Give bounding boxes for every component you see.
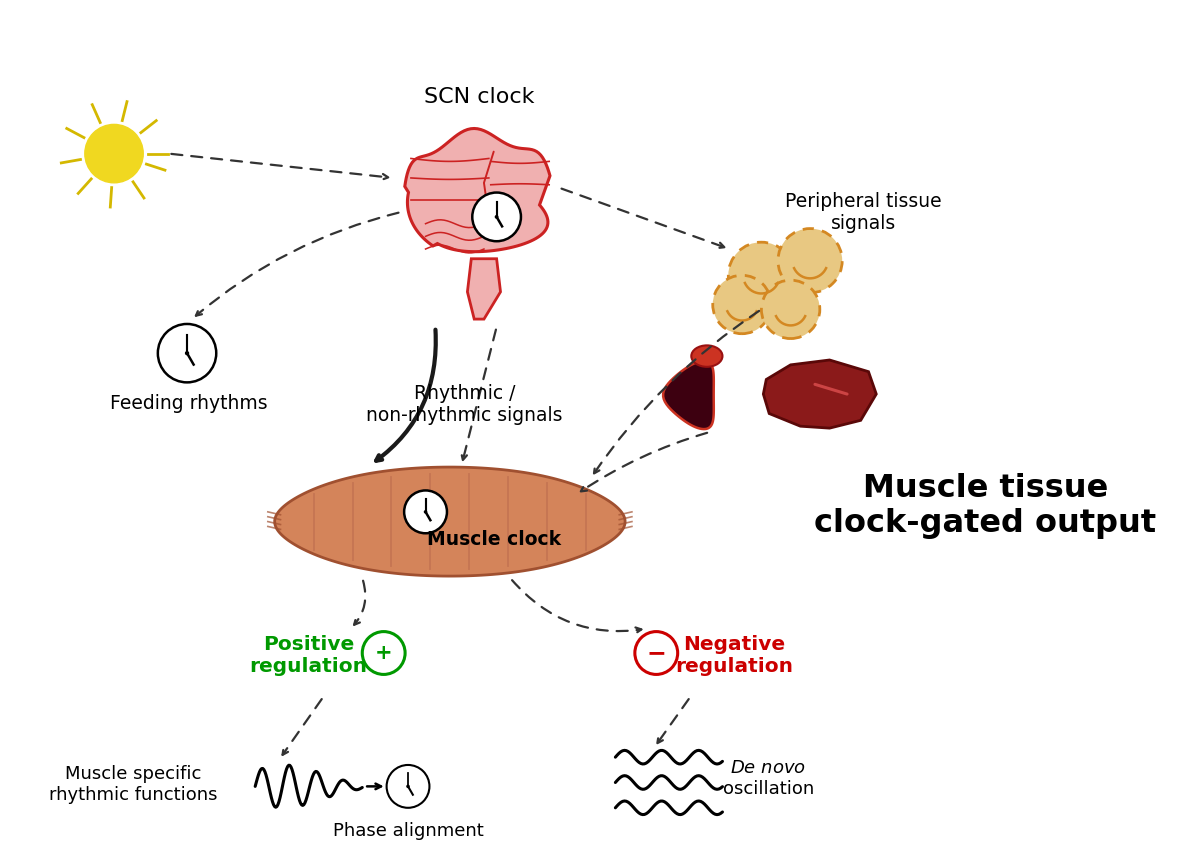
Circle shape — [496, 216, 498, 218]
Circle shape — [158, 324, 216, 383]
Text: Rhythmic /
non-rhythmic signals: Rhythmic / non-rhythmic signals — [366, 385, 563, 425]
Polygon shape — [664, 361, 714, 429]
Text: Peripheral tissue
signals: Peripheral tissue signals — [785, 191, 942, 232]
Circle shape — [425, 511, 427, 513]
Ellipse shape — [691, 346, 722, 367]
Polygon shape — [763, 360, 876, 428]
Text: SCN clock: SCN clock — [424, 87, 534, 107]
Circle shape — [186, 352, 188, 355]
Circle shape — [473, 192, 521, 242]
Circle shape — [728, 242, 794, 308]
Circle shape — [762, 281, 820, 339]
Polygon shape — [404, 128, 550, 252]
Circle shape — [778, 229, 842, 293]
Polygon shape — [468, 259, 500, 319]
Circle shape — [713, 275, 772, 333]
Text: Phase alignment: Phase alignment — [332, 822, 484, 840]
Text: $\it{De\ novo}$
oscillation: $\it{De\ novo}$ oscillation — [722, 759, 814, 798]
Text: +: + — [374, 643, 392, 663]
Circle shape — [386, 765, 430, 808]
Text: Muscle specific
rhythmic functions: Muscle specific rhythmic functions — [49, 765, 217, 804]
Text: Feeding rhythms: Feeding rhythms — [110, 394, 268, 413]
Text: Muscle clock: Muscle clock — [427, 530, 560, 549]
Text: Negative
regulation: Negative regulation — [676, 636, 793, 676]
Text: −: − — [647, 641, 666, 665]
Circle shape — [404, 490, 446, 533]
Text: Positive
regulation: Positive regulation — [250, 636, 367, 676]
Circle shape — [407, 785, 409, 787]
Circle shape — [85, 125, 143, 183]
Text: Muscle tissue
clock-gated output: Muscle tissue clock-gated output — [815, 473, 1157, 540]
Polygon shape — [275, 467, 625, 576]
